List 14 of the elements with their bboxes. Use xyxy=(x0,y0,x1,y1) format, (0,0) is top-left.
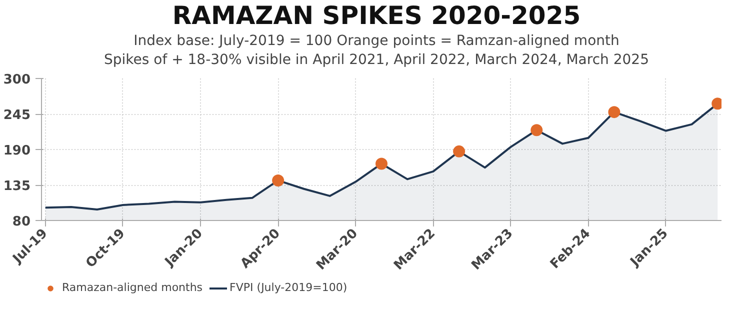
point xyxy=(272,174,284,186)
legend-label: Ramazan-aligned months xyxy=(62,281,203,294)
y-tick-label: 135 xyxy=(3,179,31,194)
point xyxy=(453,145,466,158)
chart-subtitle: Index base: July-2019 = 100 Orange points = Ramzan-aligned month Spikes of + 18-30% visible in April 2021, April 2022, March 2024, March 2025 xyxy=(104,32,649,70)
y-tick-label: 300 xyxy=(3,72,31,88)
y-tick-label: 190 xyxy=(3,144,31,158)
point xyxy=(376,158,388,170)
chart-title: RAMAZAN SPIKES 2020-2025 xyxy=(172,0,581,32)
legend-label: FVPI (July-2019=100) xyxy=(230,281,348,294)
point xyxy=(530,124,543,136)
y-tick-label: 80 xyxy=(12,214,31,230)
y-tick-label: 245 xyxy=(3,108,31,123)
point xyxy=(608,106,620,118)
